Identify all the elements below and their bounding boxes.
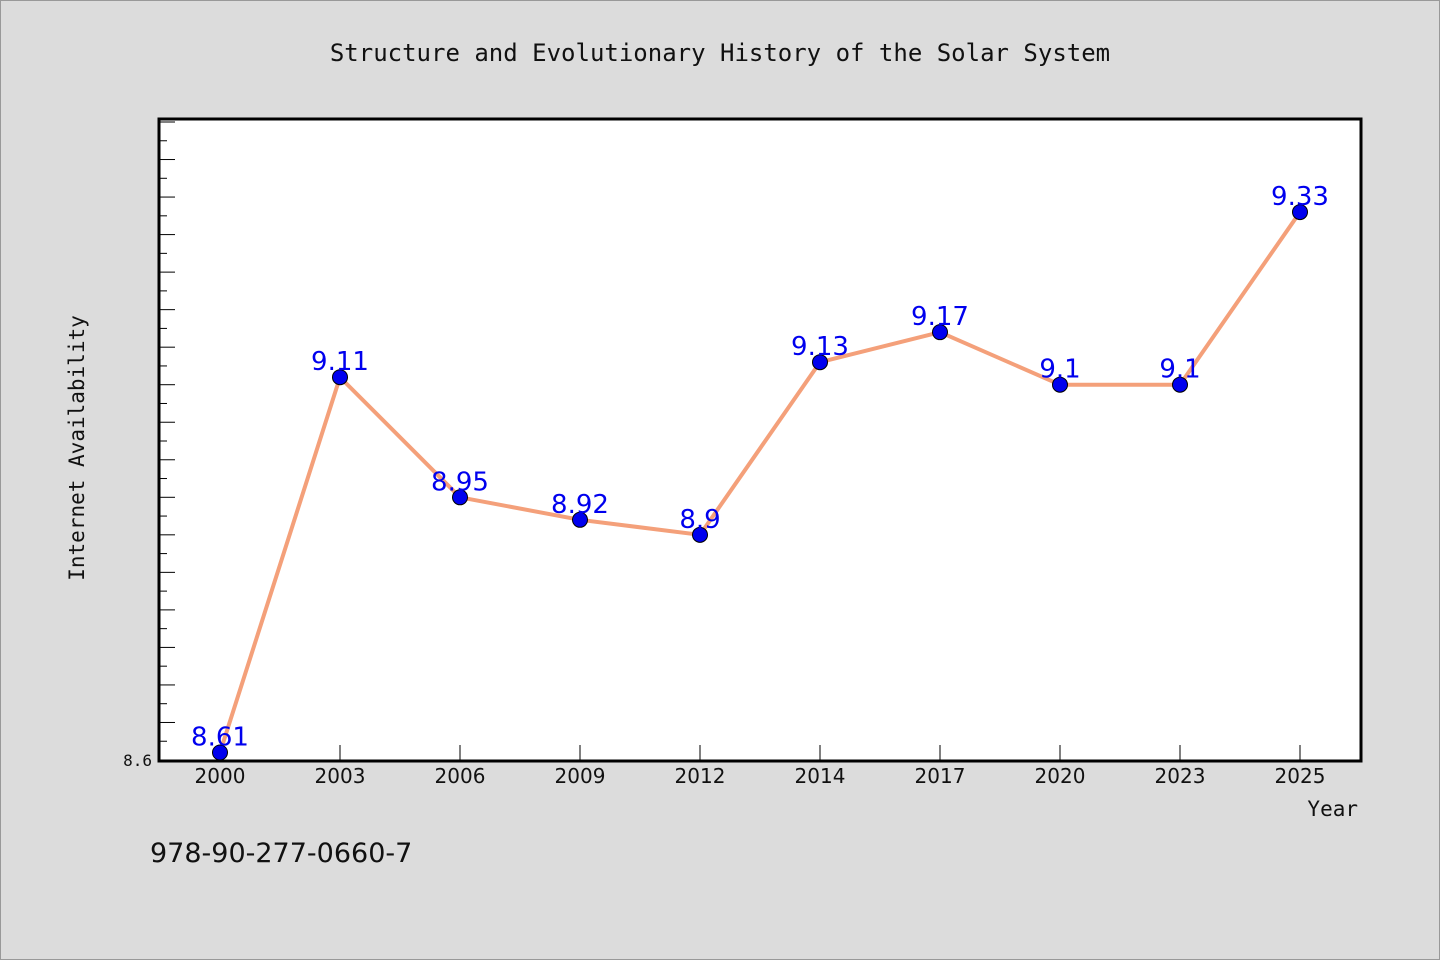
data-point — [332, 369, 348, 386]
data-label: 8.61 — [191, 722, 249, 752]
data-point — [1292, 204, 1308, 221]
data-point — [452, 489, 468, 506]
isbn-text: 978-90-277-0660-7 — [150, 838, 412, 869]
x-tick-label: 2003 — [315, 764, 366, 788]
data-label: 9.33 — [1271, 182, 1329, 212]
x-tick-label: 2000 — [195, 764, 246, 788]
data-point — [932, 324, 948, 341]
data-label: 9.13 — [791, 332, 849, 362]
y-axis-ticks — [160, 121, 175, 761]
data-label: 9.11 — [311, 347, 369, 377]
data-point — [1172, 376, 1188, 393]
x-tick-label: 2023 — [1155, 764, 1206, 788]
data-label: 9.17 — [911, 302, 969, 332]
y-tick-label: 8.6 — [123, 751, 152, 770]
x-tick-label: 2020 — [1035, 764, 1086, 788]
plot-area — [157, 117, 1363, 763]
data-point — [212, 744, 228, 761]
data-point — [812, 354, 828, 371]
data-point — [1052, 376, 1068, 393]
x-axis-label: Year — [1307, 797, 1358, 821]
x-tick-label: 2006 — [435, 764, 486, 788]
data-label: 8.9 — [679, 505, 720, 535]
x-tick-label: 2014 — [795, 764, 846, 788]
series-markers — [212, 204, 1308, 761]
x-tick-label: 2009 — [555, 764, 606, 788]
x-axis-tick-labels: 2000 2003 2006 2009 2012 2014 2017 2020 2023 2025 — [195, 764, 1326, 788]
data-label: 8.95 — [431, 467, 489, 497]
x-tick-label: 2012 — [675, 764, 726, 788]
data-label: 9.1 — [1039, 355, 1080, 385]
data-point — [692, 526, 708, 543]
data-label: 8.92 — [551, 490, 609, 520]
data-label: 9.1 — [1159, 355, 1200, 385]
data-point — [572, 511, 588, 528]
chart-title: Structure and Evolutionary History of th… — [330, 39, 1110, 67]
x-tick-label: 2017 — [915, 764, 966, 788]
data-labels: 8.61 9.11 8.95 8.92 8.9 9.13 9.17 9.1 9.1 9.33 — [191, 182, 1329, 752]
series-line — [218, 210, 1302, 754]
x-tick-label: 2025 — [1275, 764, 1326, 788]
y-axis-label: Internet Availability — [65, 315, 89, 581]
